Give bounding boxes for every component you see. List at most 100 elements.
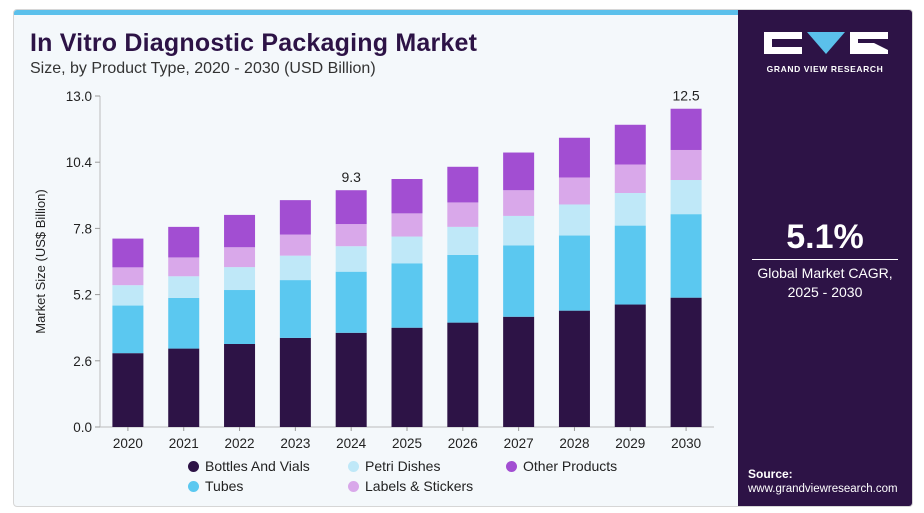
bar-tubes-2026 [447, 254, 479, 323]
legend-swatch-labels-and-stickers [348, 480, 359, 492]
legend-swatch-tubes [188, 480, 199, 492]
bar-bottles-and-vials-2023 [279, 337, 311, 427]
x-tick-label-2021: 2021 [169, 436, 199, 451]
bar-bottles-and-vials-2027 [503, 316, 535, 427]
x-tick-label-2028: 2028 [559, 436, 589, 451]
bar-petri-dishes-2029 [614, 193, 646, 226]
bar-petri-dishes-2020 [112, 285, 144, 306]
legend-label-labels-and-stickers: Labels & Stickers [365, 478, 474, 494]
bar-tubes-2023 [279, 280, 311, 338]
y-tick-label: 0.0 [73, 420, 92, 435]
legend-item-bottles-and-vials: Bottles And Vials [188, 458, 310, 474]
bar-petri-dishes-2028 [558, 204, 590, 236]
y-tick-label: 13.0 [66, 89, 92, 104]
data-label-2024: 9.3 [341, 169, 361, 185]
cagr-label-line2: 2025 - 2030 [787, 284, 863, 300]
brand-name: GRAND VIEW RESEARCH [766, 64, 884, 74]
x-tick-label-2029: 2029 [615, 436, 645, 451]
data-label-2030: 12.5 [672, 88, 699, 104]
x-tick-label-2025: 2025 [392, 436, 422, 451]
legend-item-tubes: Tubes [188, 478, 243, 494]
accent-bar [14, 10, 738, 15]
bar-labels-and-stickers-2025 [391, 213, 423, 237]
bar-tubes-2021 [168, 297, 200, 349]
bar-labels-and-stickers-2026 [447, 202, 479, 227]
x-tick-label-2022: 2022 [225, 436, 255, 451]
legend-swatch-other-products [506, 460, 517, 472]
legend-item-petri-dishes: Petri Dishes [348, 458, 440, 474]
cagr-value: 5.1% [786, 218, 864, 256]
bar-other-products-2022 [224, 214, 256, 248]
bar-labels-and-stickers-2030 [670, 149, 702, 181]
bar-other-products-2024 [335, 190, 367, 225]
grand-view-research-logo-icon [764, 32, 888, 54]
bar-labels-and-stickers-2021 [168, 257, 200, 277]
bar-labels-and-stickers-2027 [503, 190, 535, 216]
bar-bottles-and-vials-2024 [335, 332, 367, 427]
bar-bottles-and-vials-2025 [391, 327, 423, 427]
bar-bottles-and-vials-2026 [447, 322, 479, 427]
legend-label-petri-dishes: Petri Dishes [365, 458, 441, 474]
chart-legend: Bottles And Vials Petri Dishes Other Pro… [188, 458, 708, 500]
bar-other-products-2021 [168, 226, 200, 258]
bar-other-products-2026 [447, 166, 479, 203]
legend-item-labels-and-stickers: Labels & Stickers [348, 478, 473, 494]
bar-petri-dishes-2021 [168, 276, 200, 298]
source-url: www.grandviewresearch.com [748, 483, 898, 495]
bar-other-products-2023 [279, 200, 311, 235]
bar-labels-and-stickers-2022 [224, 247, 256, 268]
bar-labels-and-stickers-2024 [335, 224, 367, 247]
bar-petri-dishes-2025 [391, 236, 423, 264]
cagr-label-line1: Global Market CAGR, [757, 265, 893, 281]
chart-title: In Vitro Diagnostic Packaging Market [30, 29, 478, 57]
legend-label-bottles-and-vials: Bottles And Vials [205, 458, 310, 474]
legend-swatch-petri-dishes [348, 460, 359, 472]
cagr-label: Global Market CAGR, 2025 - 2030 [738, 264, 912, 302]
bar-other-products-2020 [112, 238, 144, 268]
bar-bottles-and-vials-2028 [558, 310, 590, 427]
cagr-divider [752, 259, 898, 260]
bar-other-products-2027 [503, 152, 535, 191]
bar-tubes-2025 [391, 263, 423, 328]
bar-bottles-and-vials-2020 [112, 353, 144, 427]
bar-tubes-2024 [335, 271, 367, 333]
x-tick-label-2027: 2027 [504, 436, 534, 451]
x-tick-label-2026: 2026 [448, 436, 478, 451]
y-tick-label: 2.6 [73, 354, 92, 369]
bar-tubes-2022 [224, 290, 256, 344]
bar-tubes-2030 [670, 214, 702, 298]
x-tick-label-2023: 2023 [280, 436, 310, 451]
x-tick-label-2024: 2024 [336, 436, 367, 451]
bar-bottles-and-vials-2030 [670, 297, 702, 427]
y-tick-label: 7.8 [73, 221, 92, 236]
x-tick-label-2020: 2020 [113, 436, 143, 451]
y-axis-label: Market Size (US$ Billion) [33, 189, 48, 334]
bar-petri-dishes-2024 [335, 246, 367, 272]
y-tick-label: 5.2 [73, 288, 92, 303]
x-tick-label-2030: 2030 [671, 436, 701, 451]
legend-swatch-bottles-and-vials [188, 460, 199, 472]
bar-petri-dishes-2023 [279, 255, 311, 281]
legend-label-tubes: Tubes [205, 478, 244, 494]
legend-label-other-products: Other Products [523, 458, 618, 474]
bar-petri-dishes-2022 [224, 267, 256, 291]
legend-item-other-products: Other Products [506, 458, 617, 474]
bar-bottles-and-vials-2021 [168, 348, 200, 427]
stacked-bar-chart: 0.0 2.6 5.2 7.8 10.4 13.0 Market Size (US$ Bil… [33, 88, 714, 451]
bar-other-products-2025 [391, 179, 423, 214]
chart-card: In Vitro Diagnostic Packaging Market Siz… [13, 9, 913, 507]
bar-labels-and-stickers-2020 [112, 267, 144, 286]
bar-labels-and-stickers-2029 [614, 164, 646, 194]
bar-petri-dishes-2026 [447, 226, 479, 255]
bar-bottles-and-vials-2029 [614, 304, 646, 427]
bar-tubes-2020 [112, 305, 144, 354]
y-tick-label: 10.4 [66, 155, 93, 170]
bar-other-products-2030 [670, 108, 702, 150]
bar-tubes-2027 [503, 245, 535, 317]
bar-labels-and-stickers-2028 [558, 177, 590, 205]
bar-tubes-2028 [558, 235, 590, 311]
bar-labels-and-stickers-2023 [279, 234, 311, 256]
bar-tubes-2029 [614, 225, 646, 305]
bar-petri-dishes-2030 [670, 180, 702, 215]
bar-petri-dishes-2027 [503, 215, 535, 246]
